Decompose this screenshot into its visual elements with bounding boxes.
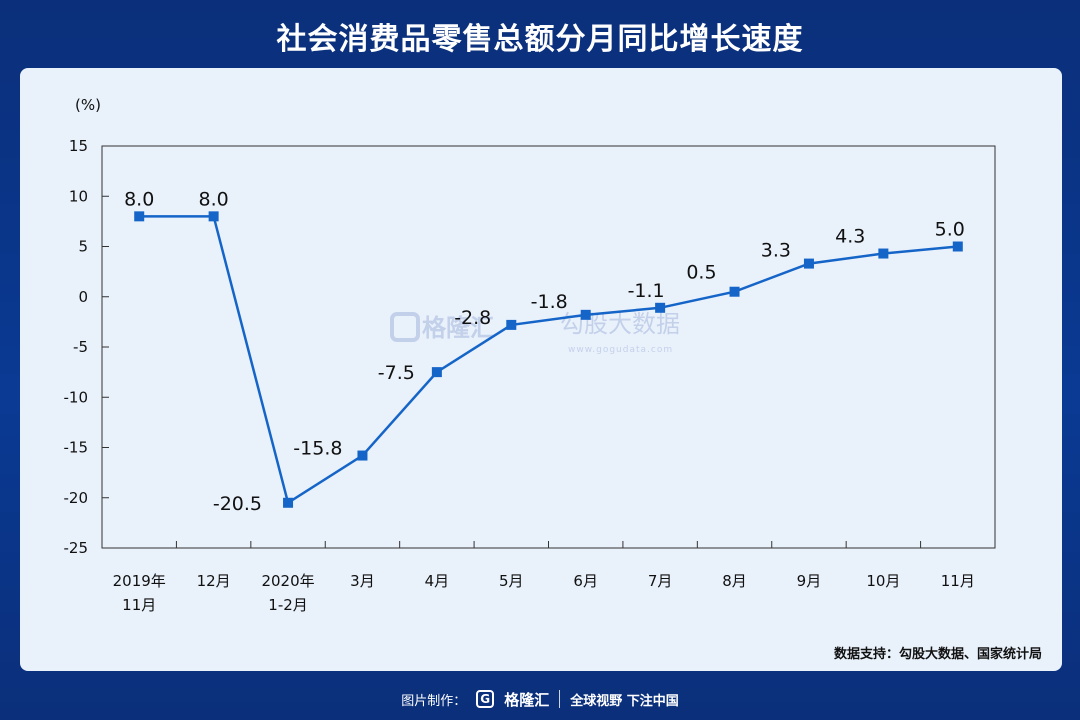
y-tick-label: -20 (64, 489, 89, 507)
data-point (208, 211, 219, 222)
footer-divider (559, 690, 561, 708)
x-tick-label: 7月 (648, 572, 673, 590)
data-point (655, 302, 666, 313)
x-tick-label: 5月 (499, 572, 524, 590)
footer-made-by: 图片制作： (401, 693, 467, 709)
data-label: -7.5 (378, 362, 415, 384)
watermark-brand2: 勾股大数据 (560, 310, 680, 338)
y-tick-label: 5 (78, 238, 88, 256)
data-label: -2.8 (454, 307, 491, 329)
data-label: 8.0 (124, 188, 154, 210)
x-tick-label: 11月 (941, 572, 975, 590)
x-tick-label: 10月 (866, 572, 900, 590)
footer: 图片制作： G 格隆汇 全球视野 下注中国 (0, 684, 1080, 714)
x-tick-label: 4月 (425, 572, 450, 590)
data-point (431, 367, 442, 378)
watermark-url: www.gogudata.com (568, 345, 673, 355)
brand-logo-icon: G (476, 690, 495, 708)
chart-title: 社会消费品零售总额分月同比增长速度 (276, 22, 804, 57)
y-tick-label: -5 (73, 338, 88, 356)
y-axis: 15 10 5 0 -5 -10 -15 -20 -25 (64, 137, 109, 557)
source-note: 数据支持：勾股大数据、国家统计局 (833, 647, 1042, 662)
data-point (580, 309, 591, 320)
line-chart: (%) 格隆汇 勾股大数据 www.gogudata.com 15 10 5 0 -5 -… (64, 96, 996, 614)
watermark-brand: 格隆汇 (422, 314, 494, 342)
x-tick-label: 9月 (797, 572, 822, 590)
data-point (134, 211, 145, 222)
data-point (952, 241, 963, 252)
footer-brand: 格隆汇 (504, 690, 550, 709)
data-point (729, 286, 740, 297)
data-point (803, 258, 814, 269)
chart-panel: (%) 格隆汇 勾股大数据 www.gogudata.com 15 10 5 0 -5 -… (20, 68, 1062, 671)
watermark: 格隆汇 勾股大数据 www.gogudata.com (390, 310, 680, 355)
data-point (283, 497, 294, 508)
data-label: 4.3 (835, 226, 865, 248)
x-tick-label: 2019年 11月 (113, 572, 166, 614)
y-tick-label: 10 (69, 187, 88, 205)
x-tick-label: 2020年 1-2月 (261, 572, 314, 614)
data-label: -1.1 (628, 280, 665, 302)
y-tick-label: 15 (69, 137, 88, 155)
y-tick-label: -15 (64, 439, 89, 457)
data-point (506, 319, 517, 330)
data-point (878, 248, 889, 259)
x-tick-label: 12月 (197, 572, 231, 590)
x-axis: 2019年 11月 12月 2020年 1-2月 3月 4月 5月 6月 7月 8月 9月 10月 11月 (101, 541, 996, 614)
data-label: -1.8 (531, 291, 568, 313)
data-label: 5.0 (935, 219, 965, 241)
data-point (357, 450, 368, 461)
x-tick-label: 8月 (722, 572, 747, 590)
data-label: -20.5 (213, 493, 262, 515)
y-tick-label: 0 (78, 288, 88, 306)
y-tick-label: -10 (64, 388, 89, 406)
y-unit-label: (%) (75, 96, 101, 114)
series-line (139, 215, 958, 505)
x-tick-label: 6月 (573, 572, 598, 590)
footer-slogan: 全球视野 下注中国 (570, 693, 679, 709)
x-tick-label: 3月 (350, 572, 375, 590)
data-label: 0.5 (686, 262, 716, 284)
data-label: -15.8 (293, 438, 342, 460)
data-label: 3.3 (761, 240, 791, 262)
data-label: 8.0 (199, 188, 229, 210)
y-tick-label: -25 (64, 539, 89, 557)
plot-frame (101, 145, 996, 549)
watermark-logo-icon (390, 312, 420, 342)
data-points: 8.0 8.0 -20.5 -15.8 -7.5 -2.8 -1.8 -1.1 0.5 3.3 4.… (124, 188, 965, 514)
